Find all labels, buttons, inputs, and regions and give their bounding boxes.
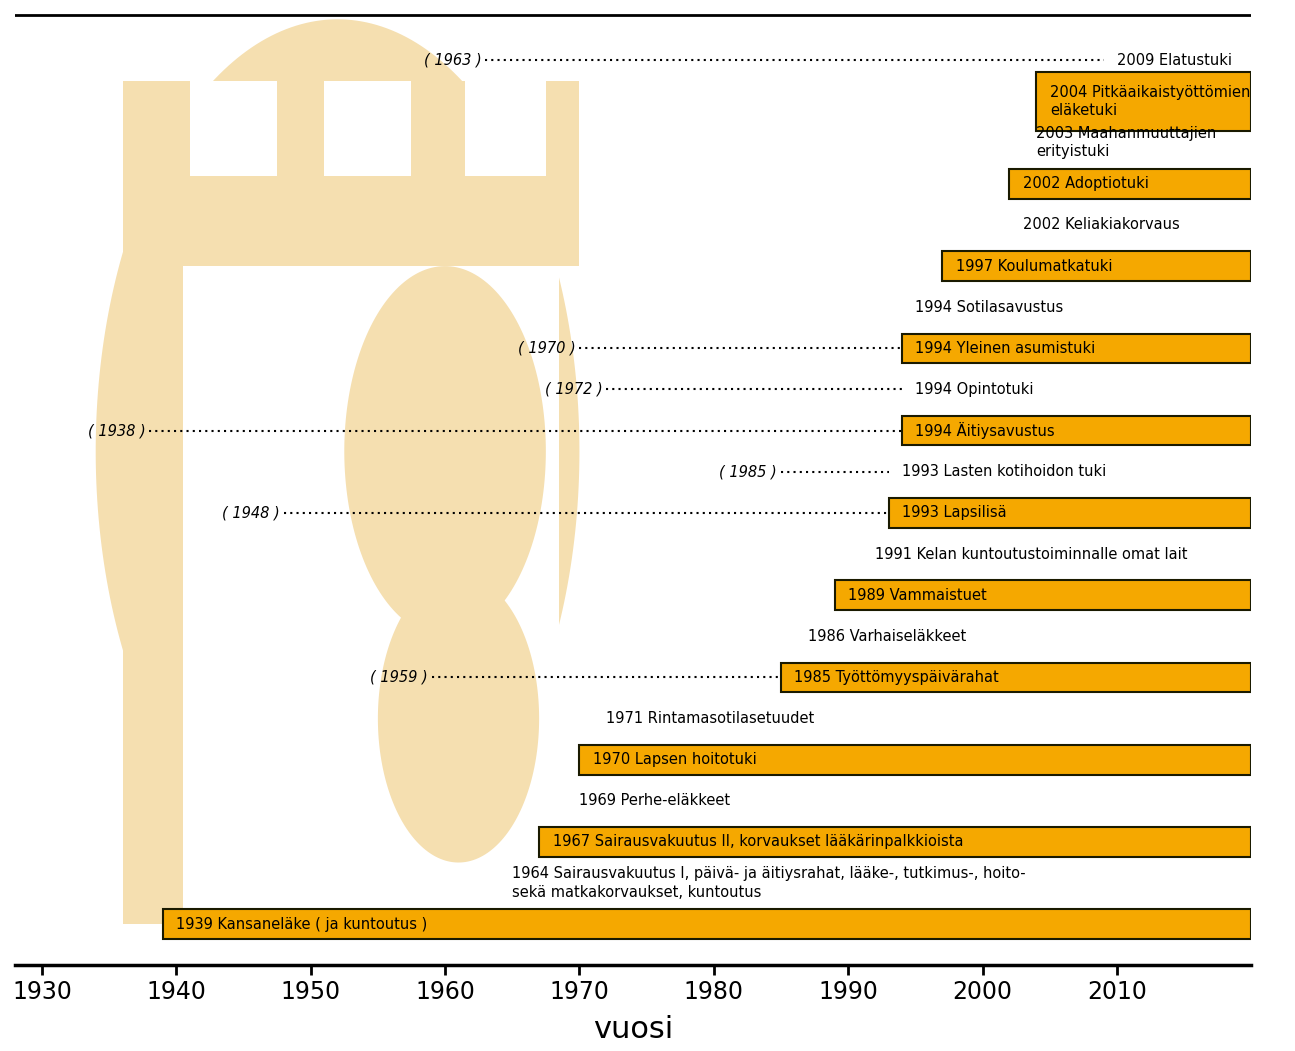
Text: 2002 Adoptiotuki: 2002 Adoptiotuki bbox=[1023, 177, 1149, 191]
FancyBboxPatch shape bbox=[835, 580, 1251, 610]
FancyBboxPatch shape bbox=[465, 81, 546, 176]
Text: 1994 Opintotuki: 1994 Opintotuki bbox=[916, 382, 1033, 397]
Text: 2003 Maahanmuuttajien
erityistuki: 2003 Maahanmuuttajien erityistuki bbox=[1036, 126, 1216, 160]
FancyBboxPatch shape bbox=[1036, 71, 1251, 131]
Text: 1969 Perhe-eläkkeet: 1969 Perhe-eläkkeet bbox=[579, 794, 730, 808]
Text: 1939 Kansaneläke ( ja kuntoutus ): 1939 Kansaneläke ( ja kuntoutus ) bbox=[176, 916, 427, 932]
Text: 2009 Elatustuki: 2009 Elatustuki bbox=[1118, 53, 1232, 68]
Text: ( 1959 ): ( 1959 ) bbox=[370, 669, 427, 685]
FancyBboxPatch shape bbox=[943, 251, 1251, 281]
FancyBboxPatch shape bbox=[163, 909, 1251, 939]
Text: 1967 Sairausvakuutus II, korvaukset lääkärinpalkkioista: 1967 Sairausvakuutus II, korvaukset lääk… bbox=[553, 834, 963, 849]
FancyBboxPatch shape bbox=[142, 266, 559, 924]
Text: 1994 Yleinen asumistuki: 1994 Yleinen asumistuki bbox=[916, 341, 1096, 356]
Text: 1985 Työttömyyspäivärahat: 1985 Työttömyyspäivärahat bbox=[794, 669, 1000, 685]
FancyBboxPatch shape bbox=[123, 81, 579, 266]
Text: 1994 Äitiysavustus: 1994 Äitiysavustus bbox=[916, 423, 1055, 439]
Text: 1964 Sairausvakuutus I, päivä- ja äitiysrahat, lääke-, tutkimus-, hoito-
sekä ma: 1964 Sairausvakuutus I, päivä- ja äitiys… bbox=[513, 866, 1026, 900]
Text: ( 1972 ): ( 1972 ) bbox=[544, 382, 602, 397]
Text: 2004 Pitkäaikaistyöttömien
eläketuki: 2004 Pitkäaikaistyöttömien eläketuki bbox=[1050, 85, 1250, 119]
Polygon shape bbox=[96, 19, 579, 883]
FancyBboxPatch shape bbox=[901, 416, 1251, 446]
Text: 1970 Lapsen hoitotuki: 1970 Lapsen hoitotuki bbox=[593, 753, 756, 767]
Text: 2002 Keliakiakorvaus: 2002 Keliakiakorvaus bbox=[1023, 218, 1180, 232]
FancyBboxPatch shape bbox=[781, 662, 1251, 693]
FancyBboxPatch shape bbox=[123, 246, 183, 924]
FancyBboxPatch shape bbox=[539, 827, 1251, 857]
Polygon shape bbox=[344, 266, 546, 636]
FancyBboxPatch shape bbox=[324, 81, 412, 176]
Text: 1971 Rintamasotilasetuudet: 1971 Rintamasotilasetuudet bbox=[606, 712, 815, 726]
FancyBboxPatch shape bbox=[888, 498, 1251, 528]
Text: ( 1938 ): ( 1938 ) bbox=[88, 424, 145, 438]
Text: 1993 Lasten kotihoidon tuki: 1993 Lasten kotihoidon tuki bbox=[901, 465, 1106, 479]
FancyBboxPatch shape bbox=[901, 333, 1251, 364]
Text: 1991 Kelan kuntoutustoiminnalle omat lait: 1991 Kelan kuntoutustoiminnalle omat lai… bbox=[875, 547, 1188, 561]
Text: 1986 Varhaiseläkkeet: 1986 Varhaiseläkkeet bbox=[808, 628, 966, 644]
Text: ( 1985 ): ( 1985 ) bbox=[719, 465, 777, 479]
X-axis label: vuosi: vuosi bbox=[593, 1015, 673, 1044]
Text: 1994 Sotilasavustus: 1994 Sotilasavustus bbox=[916, 300, 1063, 314]
FancyBboxPatch shape bbox=[190, 81, 277, 176]
Text: ( 1948 ): ( 1948 ) bbox=[221, 506, 280, 520]
FancyBboxPatch shape bbox=[579, 745, 1251, 775]
Text: 1989 Vammaistuet: 1989 Vammaistuet bbox=[848, 588, 987, 602]
Text: ( 1963 ): ( 1963 ) bbox=[423, 53, 482, 68]
Polygon shape bbox=[378, 575, 539, 863]
Text: ( 1970 ): ( 1970 ) bbox=[518, 341, 575, 356]
Text: 1997 Koulumatkatuki: 1997 Koulumatkatuki bbox=[956, 259, 1112, 273]
Text: 1993 Lapsilisä: 1993 Lapsilisä bbox=[901, 506, 1006, 520]
FancyBboxPatch shape bbox=[1009, 169, 1251, 199]
